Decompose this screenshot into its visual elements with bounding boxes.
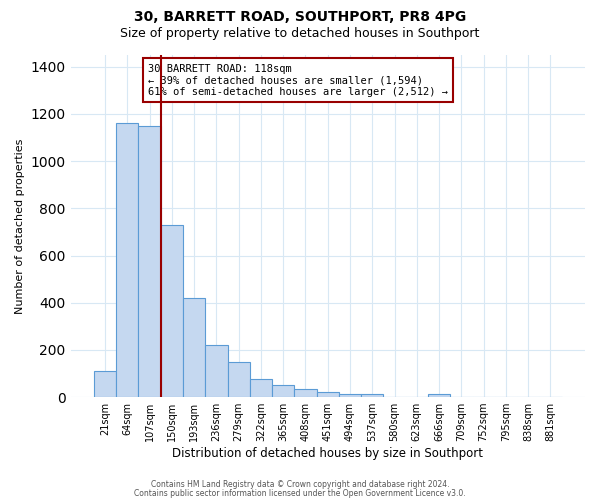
- Bar: [94, 371, 116, 397]
- Bar: [227, 362, 250, 397]
- Bar: [339, 394, 361, 397]
- Bar: [428, 394, 450, 397]
- Bar: [272, 386, 295, 397]
- Text: Contains public sector information licensed under the Open Government Licence v3: Contains public sector information licen…: [134, 488, 466, 498]
- Bar: [317, 392, 339, 397]
- Text: 30 BARRETT ROAD: 118sqm
← 39% of detached houses are smaller (1,594)
61% of semi: 30 BARRETT ROAD: 118sqm ← 39% of detache…: [148, 64, 448, 97]
- Y-axis label: Number of detached properties: Number of detached properties: [15, 138, 25, 314]
- Bar: [139, 126, 161, 397]
- Text: Contains HM Land Registry data © Crown copyright and database right 2024.: Contains HM Land Registry data © Crown c…: [151, 480, 449, 489]
- Bar: [205, 345, 227, 397]
- Bar: [250, 380, 272, 397]
- X-axis label: Distribution of detached houses by size in Southport: Distribution of detached houses by size …: [172, 447, 483, 460]
- Bar: [116, 124, 139, 397]
- Text: 30, BARRETT ROAD, SOUTHPORT, PR8 4PG: 30, BARRETT ROAD, SOUTHPORT, PR8 4PG: [134, 10, 466, 24]
- Text: Size of property relative to detached houses in Southport: Size of property relative to detached ho…: [121, 28, 479, 40]
- Bar: [295, 389, 317, 397]
- Bar: [183, 298, 205, 397]
- Bar: [361, 394, 383, 397]
- Bar: [161, 225, 183, 397]
